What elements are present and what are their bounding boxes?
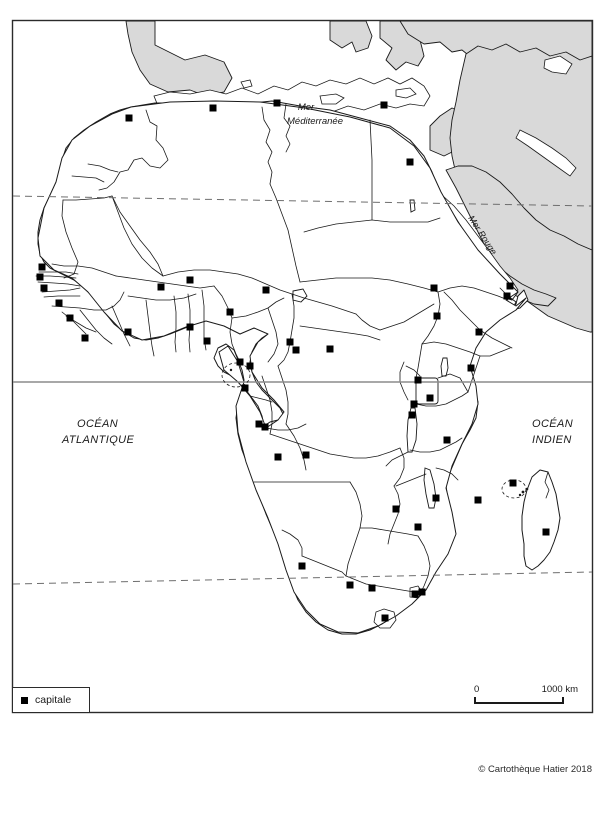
capital-marker: [326, 345, 334, 353]
scale-bar-labels: 0 1000 km: [474, 684, 578, 695]
capital-marker: [433, 312, 441, 320]
capital-marker: [66, 314, 74, 322]
capital-marker: [474, 496, 482, 504]
capital-marker: [124, 328, 132, 336]
capital-marker: [262, 286, 270, 294]
label-ocean-atlantique-line1: OCÉAN: [77, 417, 118, 430]
legend-capitale-label: capitale: [35, 693, 72, 706]
capital-marker: [432, 494, 440, 502]
tropic-of-cancer-line: [13, 195, 592, 207]
capital-marker: [209, 104, 217, 112]
scale-bar-line: [474, 702, 564, 704]
capital-marker: [506, 282, 514, 290]
capital-marker: [426, 394, 434, 402]
capital-marker: [443, 436, 451, 444]
capital-marker: [203, 337, 211, 345]
label-ocean-indien-line2: INDIEN: [532, 434, 572, 446]
capital-marker: [346, 581, 354, 589]
legend-box: capitale: [12, 687, 90, 713]
sao-tome-inset-circle: [221, 362, 251, 388]
country-borders: [35, 103, 513, 629]
capital-marker: [38, 263, 46, 271]
capital-marker: [414, 523, 422, 531]
capital-marker: [261, 423, 269, 431]
capital-marker: [274, 453, 282, 461]
capital-marker: [226, 308, 234, 316]
capital-marker: [411, 590, 419, 598]
capital-marker: [302, 451, 310, 459]
island-dots: [229, 368, 529, 497]
capital-marker: [475, 328, 483, 336]
capital-marker: [186, 276, 194, 284]
capital-marker: [503, 292, 511, 300]
capital-marker: [255, 420, 263, 428]
capital-markers-layer: [36, 99, 550, 622]
capital-marker: [246, 362, 254, 370]
capital-marker: [418, 588, 426, 596]
tropic-of-capricorn-line: [13, 571, 592, 585]
label-mer-mediterranee-line2: Méditerranée: [287, 116, 343, 127]
capital-marker: [186, 323, 194, 331]
eurasia-arabia-landmass: [125, 21, 592, 333]
capital-marker: [380, 101, 388, 109]
label-mer-mediterranee-line1: Mer: [298, 102, 315, 113]
capital-marker: [241, 384, 249, 392]
legend-capitale-square-icon: [21, 696, 28, 704]
capital-marker: [392, 505, 400, 513]
label-ocean-atlantique-line2: ATLANTIQUE: [61, 434, 135, 446]
scale-tick-end: [562, 697, 564, 704]
capital-marker: [430, 284, 438, 292]
capital-marker: [40, 284, 48, 292]
scale-end-label: 1000 km: [541, 684, 578, 695]
capital-marker: [406, 158, 414, 166]
scale-bar-rule: [474, 697, 564, 705]
scale-tick-start: [474, 697, 476, 704]
capital-marker: [414, 376, 422, 384]
copyright-credit: © Cartothèque Hatier 2018: [478, 764, 592, 775]
capital-marker: [467, 364, 475, 372]
scale-start-label: 0: [474, 684, 480, 695]
capital-marker: [292, 346, 300, 354]
capital-marker: [157, 283, 165, 291]
capital-marker: [36, 273, 44, 281]
capital-marker: [298, 562, 306, 570]
label-ocean-indien-line1: OCÉAN: [532, 417, 573, 430]
capital-marker: [55, 299, 63, 307]
capital-marker: [410, 400, 418, 408]
scale-bar: 0 1000 km: [474, 684, 578, 705]
capital-marker: [408, 411, 416, 419]
capital-marker: [81, 334, 89, 342]
capital-marker: [286, 338, 294, 346]
africa-continent: [37, 100, 561, 635]
capital-marker: [236, 358, 244, 366]
capital-marker: [542, 528, 550, 536]
capital-marker: [368, 584, 376, 592]
capital-marker: [125, 114, 133, 122]
capital-marker: [273, 99, 281, 107]
capital-marker: [381, 614, 389, 622]
capital-marker: [509, 479, 517, 487]
